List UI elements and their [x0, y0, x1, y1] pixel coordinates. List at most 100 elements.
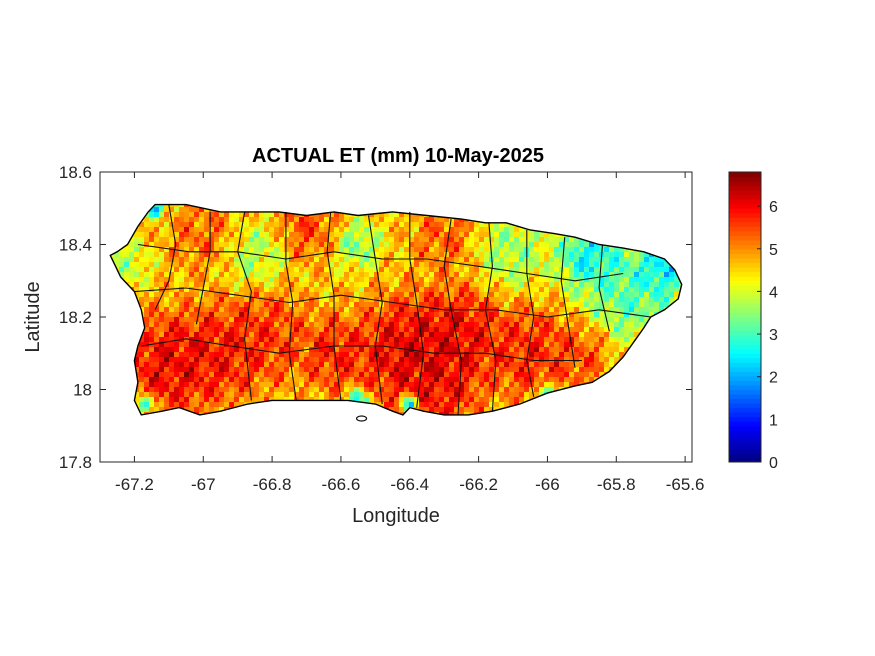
et-cell: [514, 352, 520, 358]
et-cell: [174, 352, 180, 358]
et-cell: [334, 322, 340, 328]
et-cell: [499, 237, 505, 243]
et-cell: [569, 257, 575, 263]
et-cell: [534, 242, 540, 248]
et-cell: [539, 307, 545, 313]
et-cell: [469, 292, 475, 298]
et-cell: [239, 222, 245, 228]
et-cell: [634, 292, 640, 298]
et-cell: [254, 342, 260, 348]
et-cell: [404, 262, 410, 268]
et-cell: [389, 387, 395, 393]
et-cell: [199, 377, 205, 383]
et-cell: [129, 277, 135, 283]
et-cell: [334, 237, 340, 243]
et-cell: [294, 252, 300, 258]
et-cell: [274, 382, 280, 388]
et-cell: [694, 247, 699, 252]
et-cell: [554, 247, 560, 253]
et-cell: [434, 267, 440, 273]
et-cell: [369, 352, 375, 358]
et-cell: [459, 262, 465, 268]
et-cell: [414, 312, 420, 318]
et-cell: [174, 382, 180, 388]
et-cell: [484, 242, 490, 248]
et-cell: [524, 367, 530, 373]
et-cell: [409, 362, 415, 368]
et-cell: [254, 337, 260, 343]
et-cell: [664, 292, 670, 298]
et-cell: [584, 317, 590, 323]
et-cell: [264, 237, 270, 243]
et-cell: [664, 287, 670, 293]
et-cell: [179, 332, 185, 338]
et-cell: [154, 212, 160, 218]
et-cell: [509, 337, 515, 343]
et-cell: [674, 282, 680, 288]
et-cell: [434, 382, 440, 388]
et-cell: [209, 262, 215, 268]
et-cell: [589, 302, 595, 308]
et-cell: [604, 262, 610, 268]
et-cell: [139, 397, 145, 403]
et-cell: [334, 257, 340, 263]
et-cell: [239, 397, 245, 403]
et-cell: [409, 217, 415, 223]
et-cell: [579, 242, 585, 248]
et-cell: [154, 227, 160, 233]
et-cell: [574, 382, 580, 388]
et-cell: [204, 217, 210, 223]
et-cell: [229, 262, 235, 268]
et-cell: [304, 217, 310, 223]
et-cell: [544, 317, 550, 323]
et-cell: [514, 397, 520, 403]
et-cell: [224, 327, 230, 333]
et-cell: [419, 342, 425, 348]
et-cell: [214, 297, 220, 303]
et-cell: [149, 357, 155, 363]
et-cell: [464, 312, 470, 318]
et-cell: [399, 227, 405, 233]
et-cell: [249, 377, 255, 383]
et-cell: [579, 287, 585, 293]
et-cell: [279, 212, 285, 218]
et-cell: [294, 262, 300, 268]
et-cell: [264, 337, 270, 343]
et-cell: [489, 272, 495, 278]
et-cell: [479, 232, 485, 238]
et-cell: [284, 392, 290, 398]
et-cell: [584, 332, 590, 338]
et-cell: [554, 292, 560, 298]
et-cell: [169, 227, 175, 233]
et-cell: [509, 342, 515, 348]
et-cell: [694, 382, 699, 387]
et-cell: [309, 382, 315, 388]
et-cell: [224, 377, 230, 383]
et-cell: [344, 352, 350, 358]
et-cell: [169, 367, 175, 373]
et-cell: [269, 257, 275, 263]
et-cell: [199, 387, 205, 393]
et-cell: [264, 302, 270, 308]
et-cell: [339, 217, 345, 223]
et-cell: [614, 282, 620, 288]
et-cell: [579, 247, 585, 253]
et-cell: [619, 302, 625, 308]
et-cell: [154, 292, 160, 298]
et-cell: [199, 282, 205, 288]
et-cell: [404, 362, 410, 368]
et-cell: [409, 312, 415, 318]
et-cell: [169, 277, 175, 283]
et-cell: [539, 317, 545, 323]
et-cell: [214, 212, 220, 218]
et-cell: [564, 347, 570, 353]
et-cell: [139, 267, 145, 273]
et-cell: [179, 212, 185, 218]
et-cell: [389, 242, 395, 248]
et-cell: [124, 267, 130, 273]
et-cell: [354, 312, 360, 318]
et-cell: [344, 297, 350, 303]
et-cell: [634, 277, 640, 283]
et-cell: [194, 232, 200, 238]
et-cell: [519, 317, 525, 323]
